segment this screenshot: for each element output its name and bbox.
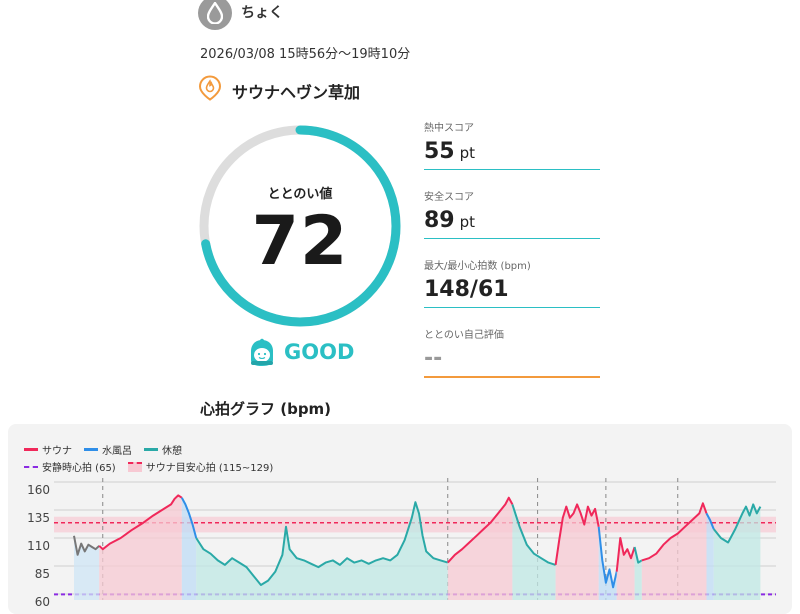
metric-heart-rate: 最大/最小心拍数 (bpm) 148/61 (424, 257, 600, 308)
hr-line-rest (195, 501, 449, 586)
legend-sauna: サウナ (24, 442, 72, 457)
legend-label: 水風呂 (102, 446, 132, 457)
y-tick-label: 85 (34, 567, 50, 581)
legend-resting-hr: 安静時心拍 (65) (24, 459, 116, 474)
legend-swatch (127, 461, 142, 472)
hr-line-sauna (447, 496, 514, 564)
metric-safety-score: 安全スコア 89 pt (424, 188, 600, 239)
facility-name[interactable]: サウナヘヴン草加 (232, 83, 361, 102)
metric-number: 148/61 (424, 277, 509, 302)
metric-label: 最大/最小心拍数 (bpm) (424, 261, 531, 272)
metric-value: 89 pt (424, 208, 600, 238)
graph-legend: サウナ 水風呂 休憩 (24, 442, 194, 457)
hr-area-rest (196, 502, 448, 600)
hr-area-warmup (74, 535, 100, 600)
legend-label: 休憩 (162, 446, 182, 457)
legend-label: サウナ目安心拍 (115~129) (145, 463, 274, 474)
legend-swatch (24, 465, 38, 468)
graph-legend-reference: 安静時心拍 (65) サウナ目安心拍 (115~129) (24, 459, 285, 474)
hr-line-rest (712, 503, 762, 544)
heart-rate-chart (54, 478, 776, 600)
legend-label: サウナ (42, 446, 72, 457)
metric-underline (424, 307, 600, 308)
user-name: ちょく (241, 5, 283, 21)
hr-area-rest (713, 504, 761, 600)
hr-area-sauna (616, 538, 635, 600)
metric-heat-score: 熱中スコア 55 pt (424, 119, 600, 170)
y-tick-label: 135 (27, 511, 50, 525)
score-label: ととのい値 (267, 187, 333, 202)
hr-line-sauna (615, 537, 636, 572)
metric-value: -- (424, 346, 600, 376)
legend-label: 安静時心拍 (65) (42, 463, 116, 474)
legend-target-hr: サウナ目安心拍 (115~129) (127, 459, 274, 474)
legend-rest: 休憩 (144, 442, 182, 457)
hr-area-sauna (641, 503, 707, 600)
metric-self-rating[interactable]: ととのい自己評価 -- (424, 326, 600, 378)
metric-label: 熱中スコア (424, 123, 474, 134)
y-tick-label: 160 (27, 483, 50, 497)
session-datetime: 2026/03/08 15時56分〜19時10分 (200, 47, 411, 62)
hr-line-rest (511, 504, 556, 566)
metric-number: 55 (424, 139, 455, 164)
hooded-character-icon (251, 338, 273, 366)
score-grade: GOOD (284, 340, 355, 364)
legend-swatch (84, 448, 98, 451)
legend-cold-bath: 水風呂 (84, 442, 132, 457)
legend-swatch (144, 448, 158, 451)
hr-area-cold_bath (706, 513, 714, 600)
user-avatar (198, 0, 232, 30)
hr-line-sauna (641, 502, 708, 562)
y-tick-label: 60 (34, 595, 50, 609)
hr-area-cold_bath (181, 497, 197, 600)
legend-swatch (24, 448, 38, 451)
graph-title: 心拍グラフ (bpm) (200, 400, 332, 418)
metric-value: 148/61 (424, 277, 600, 307)
metric-value: 55 pt (424, 139, 600, 169)
hr-area-cold_bath (598, 526, 617, 600)
totonoi-score-ring (199, 125, 401, 327)
flame-pin-icon (198, 75, 222, 101)
metric-label: 安全スコア (424, 192, 474, 203)
water-drop-icon (207, 2, 223, 24)
metric-underline (424, 169, 600, 170)
metric-unit: pt (459, 144, 476, 162)
metric-underline (424, 376, 600, 378)
metric-label: ととのい自己評価 (424, 330, 504, 341)
metric-unit: pt (459, 213, 476, 231)
ring-progress (199, 125, 401, 327)
hr-line-sauna (98, 494, 183, 551)
score-value: 72 (251, 202, 349, 281)
hr-area-sauna (99, 495, 182, 600)
hr-area-sauna (555, 504, 599, 600)
y-tick-label: 110 (27, 539, 50, 553)
hr-line-cold_bath (705, 512, 715, 530)
hr-area-rest (512, 504, 556, 600)
hr-area-sauna (447, 497, 513, 600)
hr-area-rest (634, 547, 642, 600)
hr-line-rest (633, 546, 643, 564)
hr-line-sauna (554, 503, 600, 566)
hr-line-warmup (73, 535, 100, 556)
metric-underline (424, 238, 600, 239)
metric-number: 89 (424, 208, 455, 233)
metric-number: -- (424, 346, 443, 371)
hr-line-cold_bath (180, 497, 198, 539)
hr-line-cold_bath (597, 526, 618, 589)
